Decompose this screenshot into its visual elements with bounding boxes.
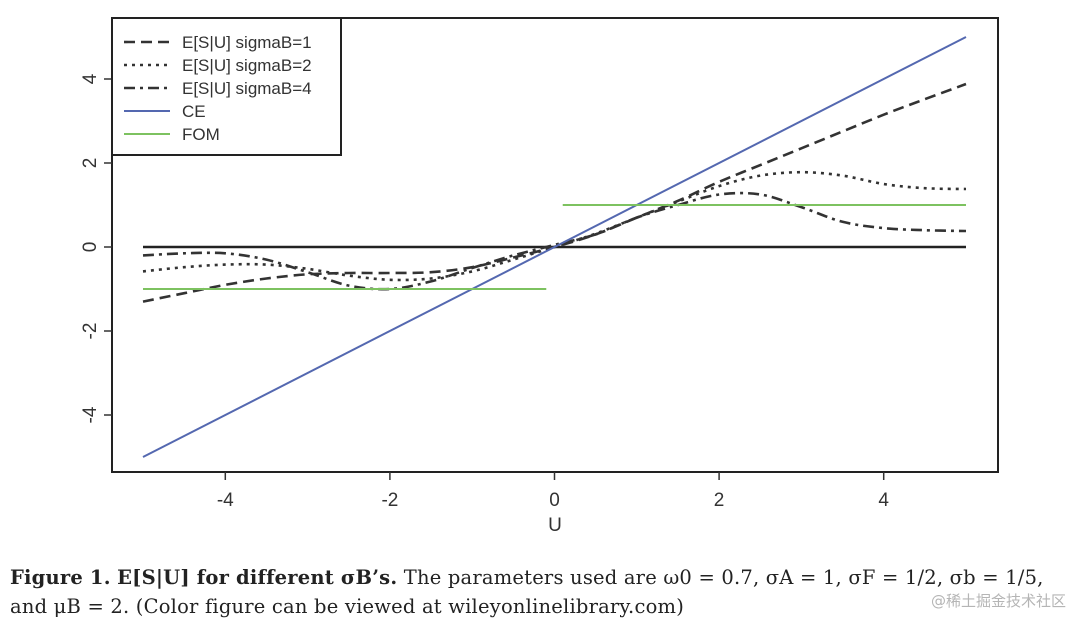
caption-title: E[S|U] for different σB’s. bbox=[117, 566, 398, 589]
y-tick-label: 0 bbox=[80, 242, 101, 253]
plot-area bbox=[142, 36, 967, 458]
y-tick-label: -4 bbox=[80, 406, 101, 423]
x-tick-label: 2 bbox=[714, 490, 725, 511]
caption-text: The parameters used are ω0 = 0.7, σA = 1… bbox=[10, 566, 1044, 618]
legend-label-1: E[S|U] sigmaB=1 bbox=[182, 33, 312, 52]
legend-label-5: FOM bbox=[182, 125, 220, 144]
series-4-line bbox=[142, 36, 967, 458]
x-axis-label: U bbox=[548, 515, 562, 536]
legend: E[S|U] sigmaB=1 E[S|U] sigmaB=2 E[S|U] sig… bbox=[111, 17, 342, 156]
series-3-line bbox=[142, 191, 967, 291]
y-axis: -4 -2 0 2 4 bbox=[80, 73, 112, 423]
legend-label-2: E[S|U] sigmaB=2 bbox=[182, 56, 312, 75]
x-tick-label: 4 bbox=[878, 490, 889, 511]
y-tick-label: 2 bbox=[80, 158, 101, 169]
watermark: @稀土掘金技术社区 bbox=[930, 592, 1066, 610]
x-tick-label: -4 bbox=[217, 490, 234, 511]
y-tick-label: 4 bbox=[80, 73, 101, 84]
caption-label: Figure 1. bbox=[10, 566, 111, 589]
x-axis: -4 -2 0 2 4 bbox=[217, 472, 889, 511]
figure-caption: Figure 1. E[S|U] for different σB’s. The… bbox=[10, 563, 1075, 621]
legend-label-3: E[S|U] sigmaB=4 bbox=[182, 79, 312, 98]
legend-label-4: CE bbox=[182, 102, 206, 121]
x-tick-label: -2 bbox=[381, 490, 398, 511]
x-tick-label: 0 bbox=[549, 490, 560, 511]
series-2-line bbox=[142, 170, 967, 282]
y-tick-label: -2 bbox=[80, 323, 101, 340]
